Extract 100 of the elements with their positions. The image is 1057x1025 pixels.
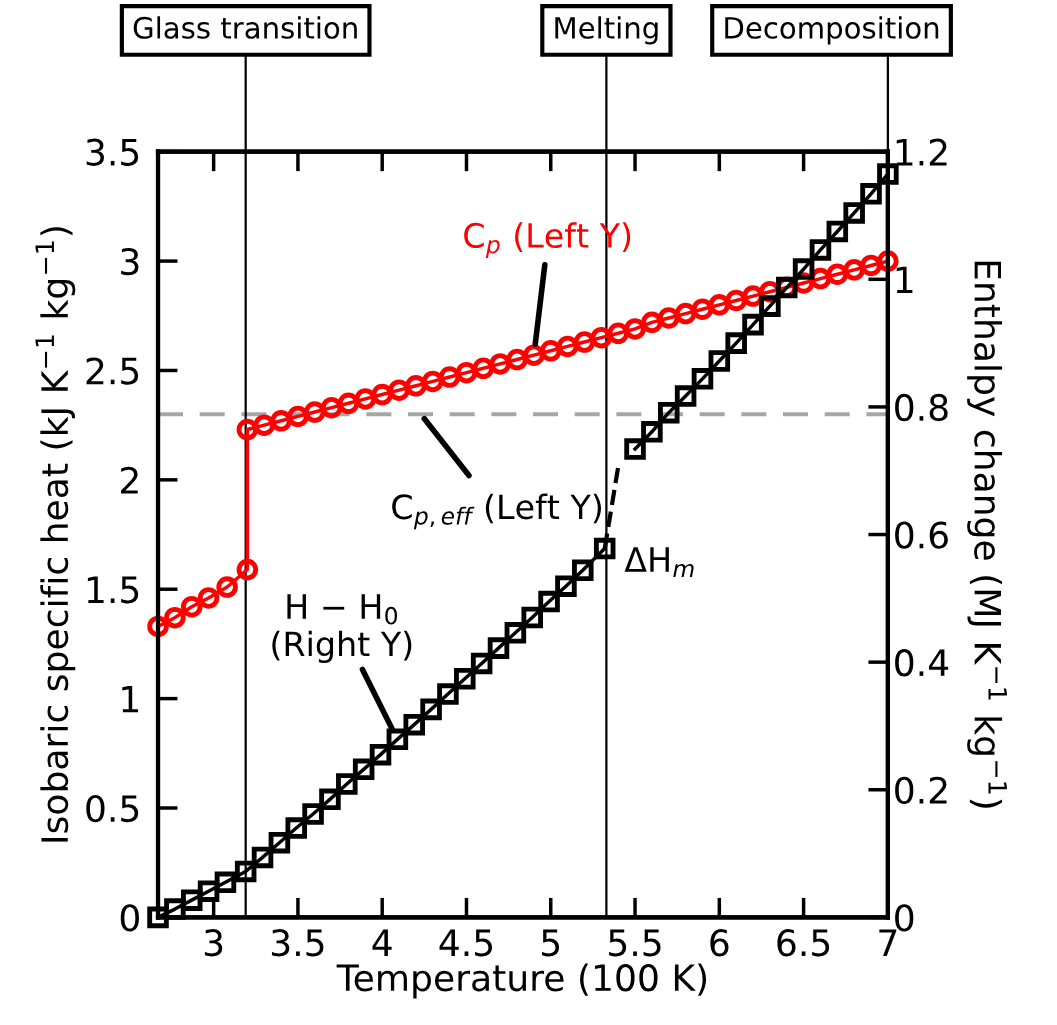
point bbox=[236, 418, 259, 441]
point bbox=[253, 414, 275, 436]
point bbox=[538, 590, 560, 613]
point bbox=[371, 383, 393, 406]
point bbox=[860, 183, 882, 205]
point bbox=[641, 311, 663, 334]
point bbox=[624, 318, 646, 340]
point bbox=[438, 366, 461, 388]
point bbox=[147, 906, 169, 929]
point bbox=[641, 421, 663, 443]
y2-tick-label: 0 bbox=[895, 904, 914, 932]
y2-tick-label: 1.2 bbox=[896, 138, 947, 166]
series-label: H − H$_{0}$ (Right Y) bbox=[272, 594, 412, 663]
point bbox=[287, 405, 309, 428]
point bbox=[607, 322, 629, 345]
point bbox=[352, 758, 375, 781]
point bbox=[470, 652, 493, 675]
point bbox=[826, 220, 849, 243]
point bbox=[337, 392, 360, 415]
y2-tick-label: 1 bbox=[896, 266, 913, 294]
ref-line-label: Decomposition bbox=[725, 16, 939, 45]
point bbox=[354, 388, 377, 410]
point bbox=[590, 326, 613, 349]
point bbox=[809, 239, 832, 261]
point bbox=[504, 622, 527, 644]
point bbox=[319, 788, 341, 811]
point bbox=[388, 379, 410, 401]
ref-line-label: C$_{p,eff}$ (Left Y) bbox=[392, 493, 601, 530]
point bbox=[674, 302, 697, 325]
point bbox=[593, 537, 616, 560]
point bbox=[454, 667, 476, 690]
point bbox=[691, 368, 714, 390]
point bbox=[792, 258, 815, 280]
y-tick-label: 3 bbox=[121, 248, 139, 276]
x-tick-label: 3 bbox=[204, 929, 223, 957]
point bbox=[369, 743, 392, 766]
point bbox=[708, 350, 731, 372]
point bbox=[285, 817, 307, 839]
point bbox=[236, 558, 259, 581]
point bbox=[386, 728, 409, 751]
y-tick-label: 1 bbox=[122, 686, 139, 713]
point bbox=[843, 202, 865, 224]
point bbox=[657, 307, 680, 329]
point bbox=[674, 385, 697, 407]
point bbox=[405, 375, 427, 397]
x-tick-label: 5.5 bbox=[609, 929, 661, 957]
x-tick-label: 5 bbox=[542, 929, 560, 957]
point bbox=[437, 683, 459, 705]
y2-axis-title: Enthalpy change (MJ K$^{−1}$ kg$^{−1}$) bbox=[967, 261, 1007, 808]
y-tick-label: 2.5 bbox=[86, 357, 139, 385]
point bbox=[572, 559, 594, 582]
point bbox=[489, 353, 511, 375]
y2-tick-label: 0.2 bbox=[895, 776, 947, 804]
point bbox=[216, 576, 238, 598]
y-tick-label: 0 bbox=[120, 904, 139, 932]
point bbox=[759, 295, 781, 317]
point bbox=[180, 889, 203, 911]
x-tick-label: 6.5 bbox=[777, 929, 830, 957]
point bbox=[506, 348, 528, 371]
point bbox=[197, 587, 220, 609]
x-tick-label: 7 bbox=[879, 929, 897, 956]
point bbox=[555, 575, 577, 597]
x-tick-label: 4 bbox=[372, 929, 392, 956]
point bbox=[180, 595, 203, 618]
point bbox=[826, 263, 849, 285]
point bbox=[455, 361, 478, 384]
x-tick-label: 6 bbox=[710, 929, 729, 957]
y2-tick-label: 0.4 bbox=[895, 649, 949, 677]
y-tick-label: 1.5 bbox=[87, 576, 139, 604]
point bbox=[691, 298, 714, 320]
point bbox=[708, 294, 731, 316]
point bbox=[540, 340, 562, 362]
y-tick-label: 3.5 bbox=[86, 138, 139, 166]
point bbox=[270, 410, 292, 432]
point bbox=[573, 331, 596, 353]
x-tick-label: 3.5 bbox=[271, 929, 324, 957]
point bbox=[521, 606, 543, 629]
point bbox=[742, 313, 764, 336]
point bbox=[147, 615, 169, 638]
point bbox=[403, 713, 425, 736]
point bbox=[336, 773, 358, 795]
y-axis-title: Isobaric specific heat (kJ K$^{−1}$ kg$^{−1}$) bbox=[35, 227, 76, 842]
y2-tick-label: 0.8 bbox=[895, 393, 948, 422]
point bbox=[320, 396, 343, 419]
point bbox=[657, 401, 680, 424]
x-axis-title: Temperature (100 K) bbox=[336, 963, 707, 999]
ref-line-label: Glass transition bbox=[133, 16, 357, 39]
point bbox=[523, 344, 545, 366]
y-tick-label: 2 bbox=[121, 466, 138, 494]
y-tick-label: 0.5 bbox=[86, 794, 139, 823]
point bbox=[422, 370, 444, 393]
point bbox=[251, 846, 274, 869]
point bbox=[860, 254, 882, 277]
point bbox=[843, 259, 865, 281]
point bbox=[556, 335, 579, 358]
y2-tick-label: 0.6 bbox=[895, 521, 948, 549]
point bbox=[197, 880, 220, 902]
point bbox=[214, 871, 237, 894]
ref-line-label: Melting bbox=[555, 16, 658, 45]
point bbox=[302, 803, 324, 825]
